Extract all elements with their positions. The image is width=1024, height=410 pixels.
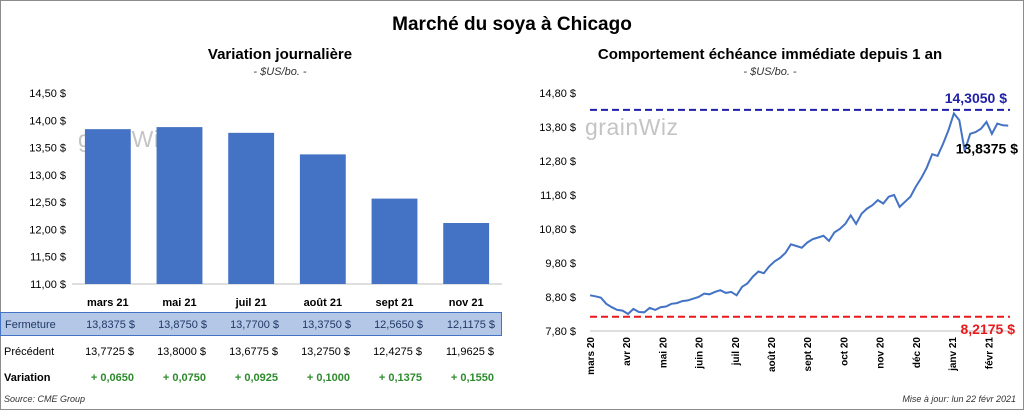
bar — [156, 127, 203, 284]
table-row-variation: Variation + 0,0650 + 0,0750 + 0,0925 + 0… — [0, 366, 502, 390]
high-label: 14,3050 $ — [945, 90, 1007, 106]
x-tick-label: mai 20 — [658, 337, 669, 369]
right-chart-title: Comportement échéance immédiate depuis 1… — [597, 46, 943, 63]
table-cell: 13,8000 $ — [157, 346, 206, 358]
table-cell: + 0,0925 — [234, 372, 278, 384]
bar — [443, 223, 490, 284]
x-tick-label: févr 21 — [984, 337, 995, 370]
table-cell: 13,6775 $ — [229, 346, 278, 358]
table-cell: 11,9625 $ — [445, 346, 494, 358]
x-tick-label: sept 21 — [376, 297, 414, 309]
x-tick-label: mars 20 — [586, 337, 597, 375]
table-row-fermeture: Fermeture 13,8375 $ 13,8750 $ 13,7700 $ … — [0, 312, 502, 336]
table-cell: + 0,1375 — [378, 372, 422, 384]
x-tick-label: mai 21 — [162, 297, 196, 309]
y-tick-label: 8,80 $ — [545, 292, 576, 304]
x-tick-label: juin 20 — [695, 337, 706, 370]
y-tick-label: 14,50 $ — [29, 88, 66, 100]
table-cell: + 0,0650 — [90, 372, 134, 384]
bar — [299, 154, 346, 284]
x-tick-label: août 21 — [304, 297, 343, 309]
y-tick-label: 10,80 $ — [539, 224, 576, 236]
page-title: Marché du soya à Chicago — [392, 14, 632, 35]
x-tick-label: oct 20 — [839, 337, 850, 366]
current-label: 13,8375 $ — [956, 141, 1018, 157]
row-label: Précédent — [4, 346, 55, 358]
table-cell: 12,4275 $ — [373, 346, 422, 358]
update-note: Mise à jour: lun 22 févr 2021 — [902, 394, 1016, 404]
x-tick-label: nov 21 — [449, 297, 484, 309]
table-cell: + 0,1000 — [306, 372, 350, 384]
x-tick-label: nov 20 — [876, 337, 887, 369]
table-cell: 13,8375 $ — [86, 319, 135, 331]
table-cell: 13,2750 $ — [301, 346, 350, 358]
x-tick-label: déc 20 — [912, 337, 923, 369]
table-cell: + 0,1550 — [450, 372, 494, 384]
x-tick-label: janv 21 — [948, 337, 959, 372]
table-cell: 12,1175 $ — [446, 319, 495, 331]
y-tick-label: 11,50 $ — [30, 252, 66, 264]
table-cell: + 0,0750 — [162, 372, 206, 384]
y-tick-label: 7,80 $ — [545, 326, 576, 338]
table-cell: 12,5650 $ — [374, 319, 423, 331]
y-tick-label: 12,80 $ — [539, 156, 576, 168]
table-cell: 13,8750 $ — [158, 319, 207, 331]
y-tick-label: 13,80 $ — [539, 122, 576, 134]
row-label: Variation — [4, 372, 51, 384]
y-tick-label: 13,00 $ — [29, 170, 66, 182]
y-tick-label: 14,80 $ — [539, 88, 576, 100]
x-tick-label: août 20 — [767, 337, 778, 372]
x-tick-label: mars 21 — [87, 297, 129, 309]
y-tick-label: 9,80 $ — [545, 258, 576, 270]
left-chart-title: Variation journalière — [207, 46, 353, 63]
y-tick-label: 12,00 $ — [29, 224, 66, 236]
source-note: Source: CME Group — [4, 394, 86, 404]
y-tick-label: 11,00 $ — [30, 279, 66, 291]
low-label: 8,2175 $ — [961, 321, 1016, 337]
x-tick-label: juil 20 — [731, 337, 742, 367]
y-tick-label: 12,50 $ — [29, 197, 66, 209]
bar — [84, 129, 131, 284]
row-label: Fermeture — [5, 319, 56, 331]
x-tick-label: juil 21 — [235, 297, 267, 309]
table-row-precedent: Précédent 13,7725 $ 13,8000 $ 13,6775 $ … — [0, 340, 502, 364]
bar — [371, 198, 418, 284]
bar — [228, 132, 275, 284]
series-line — [589, 111, 1009, 316]
y-tick-label: 13,50 $ — [29, 143, 66, 155]
x-tick-label: avr 20 — [622, 337, 633, 366]
table-cell: 13,7700 $ — [230, 319, 279, 331]
y-tick-label: 14,00 $ — [29, 115, 66, 127]
right-chart-unit: - $US/bo. - — [743, 66, 797, 78]
watermark-right: grainWiz — [585, 114, 679, 140]
table-cell: 13,7725 $ — [85, 346, 134, 358]
x-tick-label: sept 20 — [803, 337, 814, 372]
left-chart-unit: - $US/bo. - — [253, 66, 307, 78]
table-cell: 13,3750 $ — [302, 319, 351, 331]
y-tick-label: 11,80 $ — [540, 190, 576, 202]
